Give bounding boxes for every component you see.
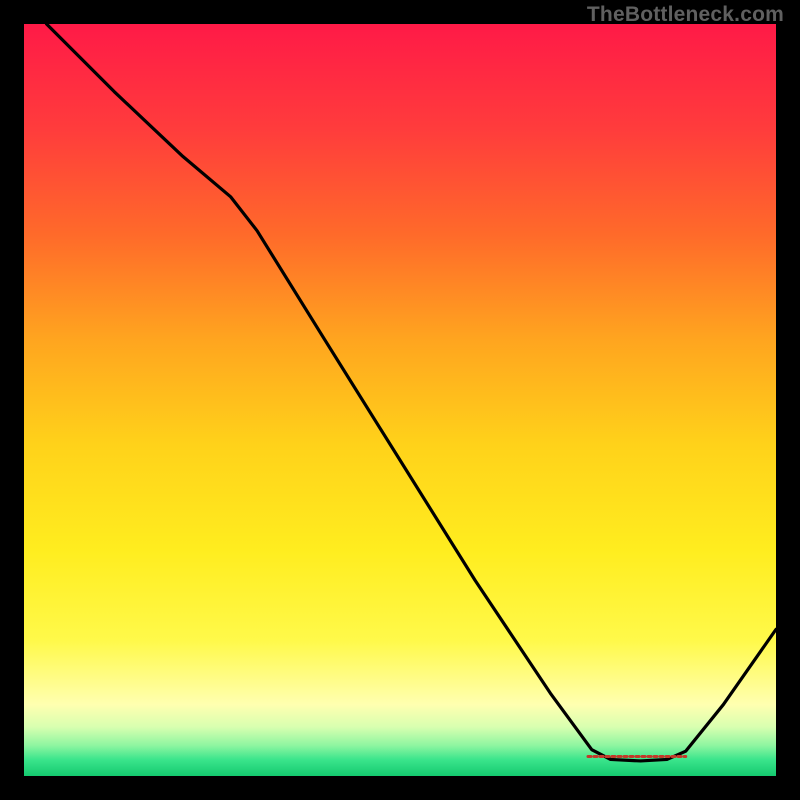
chart-frame: TheBottleneck.com bbox=[0, 0, 800, 800]
plot-area bbox=[24, 24, 776, 776]
chart-svg bbox=[24, 24, 776, 776]
gradient-rect bbox=[24, 24, 776, 776]
